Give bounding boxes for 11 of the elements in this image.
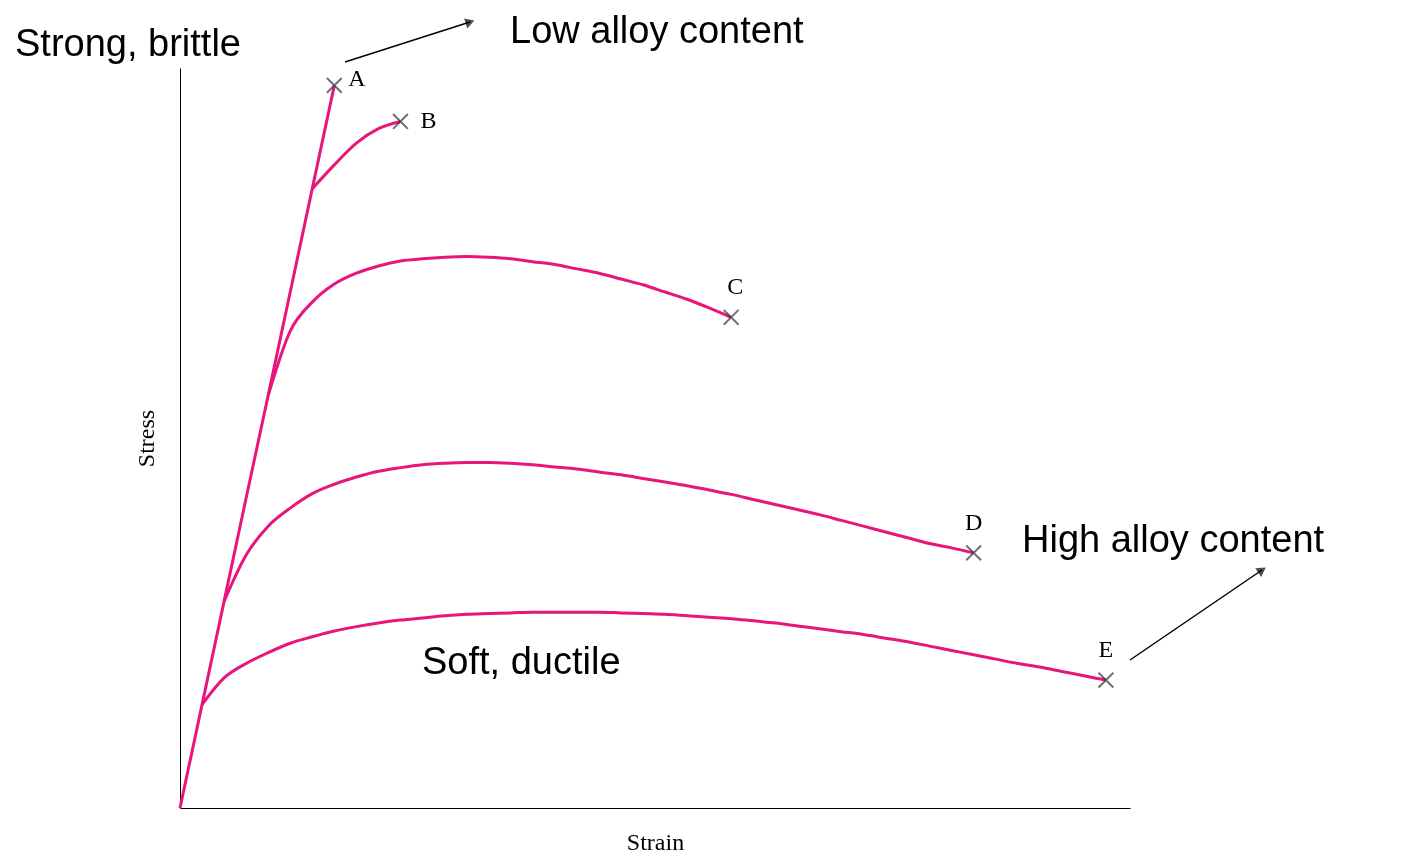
series-label: C [727,273,744,300]
series-label: A [348,65,367,92]
x-axis-title: Strain [626,828,685,855]
y-axis-title: Stress [132,409,159,468]
text: Low alloy content [510,9,805,51]
series-label: E [1098,636,1114,663]
series-label: B [420,107,437,134]
text: Strong, brittle [15,22,241,64]
annotation: High alloy content [1022,518,1325,560]
series-label: D [964,508,983,535]
annotation: Soft, ductile [422,640,621,682]
